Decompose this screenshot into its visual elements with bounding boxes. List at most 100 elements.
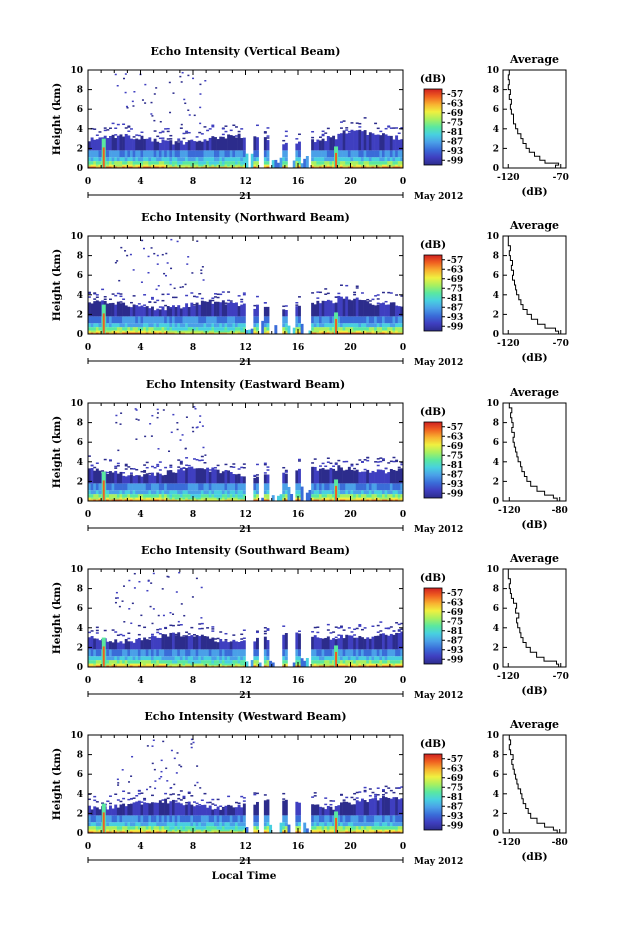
echo-cell	[282, 490, 286, 495]
echo-cell	[368, 665, 372, 667]
echo-cell	[111, 161, 115, 165]
echo-cell	[321, 665, 325, 667]
echo-cell	[224, 639, 228, 641]
echo-cell	[353, 467, 357, 470]
echo-cell	[337, 634, 341, 636]
echo-cell	[374, 829, 378, 832]
echo-cell	[256, 295, 259, 298]
echo-cell	[88, 316, 91, 324]
echo-cell	[256, 490, 259, 495]
echo-cell	[371, 304, 375, 317]
echo-cell	[95, 656, 99, 661]
echo-cell	[143, 660, 147, 664]
echo-cell	[181, 71, 184, 74]
echo-cell	[219, 499, 223, 501]
echo-cell	[384, 797, 388, 816]
echo-cell	[185, 332, 189, 334]
echo-cell	[397, 630, 401, 632]
echo-cell	[271, 662, 275, 667]
average-profile-line	[507, 236, 560, 334]
x-tick-label: 20	[344, 842, 357, 852]
echo-cell	[95, 468, 99, 484]
echo-cell	[242, 829, 246, 832]
echo-cell	[187, 323, 191, 328]
echo-cell	[284, 330, 288, 333]
echo-cell	[130, 472, 133, 474]
echo-cell	[235, 164, 238, 167]
echo-cell	[143, 815, 147, 823]
echo-cell	[127, 656, 131, 661]
echo-cell	[397, 499, 401, 501]
echo-cell	[345, 469, 349, 484]
echo-cell	[147, 271, 150, 274]
echo-cell	[206, 627, 210, 629]
echo-cell	[358, 831, 362, 833]
echo-cell	[382, 656, 385, 661]
echo-cell	[190, 656, 194, 661]
echo-cell	[345, 826, 349, 830]
echo-cell	[340, 157, 343, 162]
echo-cell	[143, 665, 147, 667]
echo-cell	[237, 133, 241, 151]
echo-cell	[169, 649, 173, 657]
echo-cell	[127, 497, 131, 500]
echo-cell	[355, 822, 359, 827]
echo-cell	[397, 139, 401, 151]
echo-cell	[334, 626, 338, 628]
echo-cell	[227, 299, 231, 302]
echo-cell	[395, 663, 399, 666]
echo-cell	[266, 332, 270, 334]
echo-cell	[164, 660, 168, 664]
echo-cell	[363, 332, 367, 334]
echo-cell	[253, 665, 257, 667]
echo-cell	[193, 164, 196, 167]
echo-cell	[175, 772, 178, 774]
echo-cell	[169, 660, 173, 664]
colorbar-tick-label: -63	[447, 265, 463, 275]
echo-cell	[179, 636, 183, 650]
echo-cell	[221, 665, 225, 667]
echo-cell	[227, 316, 231, 324]
echo-cell	[311, 815, 315, 823]
echo-cell	[124, 468, 128, 470]
echo-cell	[350, 463, 354, 466]
echo-cell	[196, 781, 199, 784]
echo-cell	[235, 474, 238, 484]
echo-cell	[211, 161, 215, 165]
echo-cell	[232, 161, 236, 165]
echo-cell	[90, 164, 94, 167]
echo-cell	[229, 665, 233, 667]
echo-cell	[132, 323, 136, 328]
echo-cell	[151, 802, 154, 816]
echo-cell	[140, 649, 144, 657]
echo-cell	[329, 660, 333, 664]
echo-cell	[190, 161, 194, 165]
echo-cell	[266, 140, 270, 151]
echo-cell	[250, 328, 254, 334]
echo-cell	[389, 789, 393, 792]
echo-cell	[235, 665, 238, 667]
echo-cell	[284, 130, 288, 133]
echo-cell	[332, 135, 336, 151]
echo-cell	[200, 166, 204, 168]
echo-cell	[353, 829, 357, 832]
echo-cell	[347, 831, 351, 833]
echo-cell	[240, 831, 244, 833]
echo-cell	[400, 631, 404, 650]
echo-cell	[366, 330, 370, 333]
echo-cell	[148, 639, 152, 650]
echo-cell	[174, 497, 178, 500]
echo-cell	[151, 164, 154, 167]
echo-cell	[219, 665, 223, 667]
echo-cell	[371, 164, 375, 167]
echo-cell	[153, 327, 157, 331]
echo-cell	[355, 791, 359, 794]
echo-cell	[127, 130, 131, 132]
echo-cell	[340, 330, 343, 333]
echo-cell	[109, 483, 112, 491]
echo-cell	[124, 330, 128, 333]
echo-cell	[397, 327, 401, 331]
echo-cell	[329, 499, 333, 501]
echo-cell	[376, 304, 380, 317]
echo-cell	[256, 124, 259, 127]
